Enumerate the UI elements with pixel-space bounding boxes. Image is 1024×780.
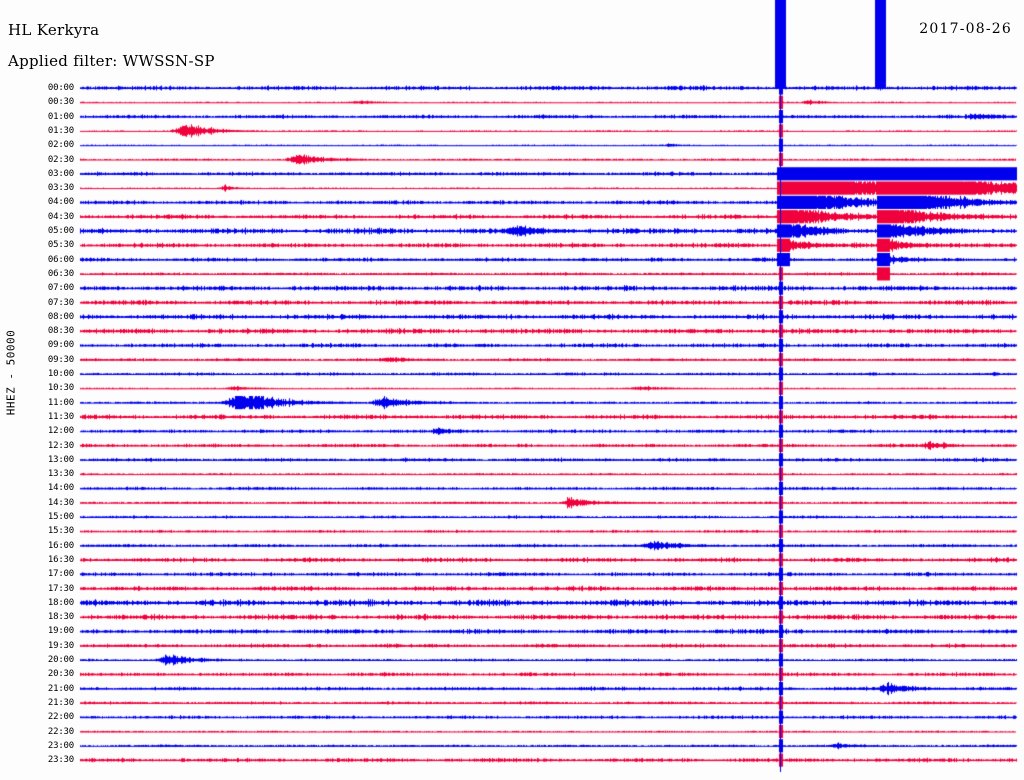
time-tick-0500: 05:00	[47, 226, 74, 236]
time-tick-2230: 22:30	[47, 726, 74, 737]
time-tick-2200: 22:00	[47, 712, 74, 723]
time-tick-1830: 18:30	[47, 612, 74, 623]
time-tick-0430: 04:30	[47, 211, 74, 222]
time-tick-1530: 15:30	[47, 526, 74, 537]
time-tick-0600: 06:00	[47, 254, 74, 265]
time-tick-0330: 03:30	[47, 183, 74, 194]
time-tick-0630: 06:30	[47, 268, 74, 279]
time-tick-0530: 05:30	[47, 240, 74, 251]
time-tick-1500: 15:00	[47, 512, 74, 522]
applied-filter-label: Applied filter: WWSSN-SP	[8, 52, 215, 70]
time-tick-1630: 16:30	[47, 554, 74, 565]
time-tick-1600: 16:00	[47, 540, 74, 551]
time-tick-1330: 13:30	[47, 469, 74, 480]
time-tick-0930: 09:30	[47, 354, 74, 365]
time-tick-1230: 12:30	[47, 440, 74, 451]
time-tick-1800: 18:00	[47, 597, 74, 608]
time-tick-1400: 14:00	[47, 483, 74, 494]
time-tick-0700: 07:00	[47, 283, 74, 294]
time-tick-0830: 08:30	[47, 326, 74, 337]
time-tick-1930: 19:30	[47, 640, 74, 651]
time-tick-0130: 01:30	[47, 125, 74, 136]
time-tick-0400: 04:00	[47, 197, 74, 208]
time-tick-1430: 14:30	[47, 497, 74, 508]
time-tick-0230: 02:30	[47, 154, 74, 165]
time-tick-0100: 01:00	[47, 111, 74, 122]
time-tick-1730: 17:30	[47, 583, 74, 594]
time-tick-1300: 13:00	[47, 454, 74, 465]
time-tick-1130: 11:30	[47, 411, 74, 422]
time-tick-1100: 11:00	[47, 397, 74, 408]
time-tick-2130: 21:30	[47, 697, 74, 708]
time-tick-1030: 10:30	[47, 383, 74, 394]
time-tick-1900: 19:00	[47, 626, 74, 637]
y-axis-label: HHEZ - 50000	[4, 329, 18, 416]
time-tick-2030: 20:30	[47, 669, 74, 680]
time-tick-0800: 08:00	[47, 311, 74, 322]
time-tick-2000: 20:00	[47, 655, 74, 665]
time-tick-2330: 23:30	[47, 755, 74, 766]
time-tick-1000: 10:00	[47, 369, 74, 379]
time-tick-0000: 00:00	[47, 83, 74, 93]
time-tick-2100: 21:00	[47, 683, 74, 694]
station-name: HL Kerkyra	[8, 21, 100, 39]
time-tick-0200: 02:00	[47, 140, 74, 151]
time-tick-0030: 00:30	[47, 97, 74, 108]
time-tick-1700: 17:00	[47, 569, 74, 580]
time-tick-0730: 07:30	[47, 297, 74, 308]
time-tick-0900: 09:00	[47, 340, 74, 351]
time-tick-2300: 23:00	[47, 740, 74, 751]
time-tick-0300: 03:00	[47, 168, 74, 179]
time-tick-1200: 12:00	[47, 426, 74, 437]
date-label: 2017-08-26	[919, 21, 1012, 37]
